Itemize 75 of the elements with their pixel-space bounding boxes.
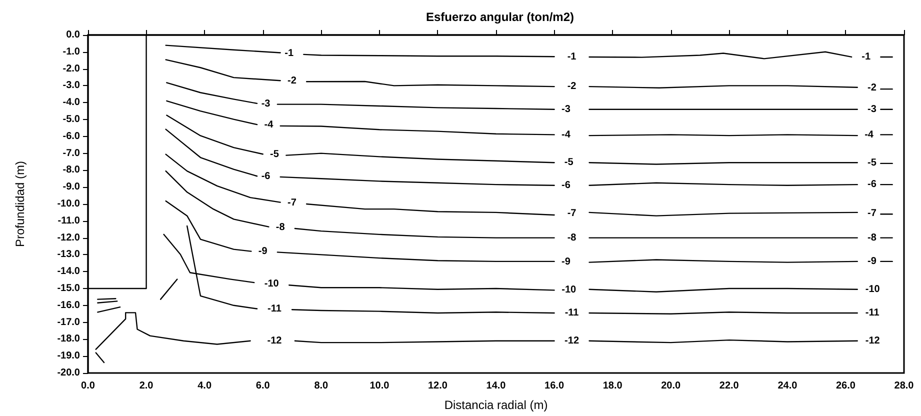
y-tick-label: -3.0 <box>62 80 80 92</box>
x-tick-label: 28.0 <box>894 380 914 392</box>
text: -11 <box>564 308 579 319</box>
x-tick-label: 26.0 <box>836 380 856 392</box>
text: -5 <box>564 157 574 168</box>
y-axis-title: Profundidad (m) <box>13 160 27 248</box>
y-tick-label: -20.0 <box>57 368 80 378</box>
y-tick-label: -9.0 <box>62 182 80 193</box>
series-label: -8 <box>867 232 877 244</box>
series-label: -2 <box>867 82 877 94</box>
series-label: -11 <box>865 308 880 319</box>
y-tick-label: -4.0 <box>62 97 80 108</box>
series-label: -12 <box>865 335 880 346</box>
y-tick-label: -15.0 <box>57 283 80 294</box>
y-tick-label: -12.0 <box>57 232 80 244</box>
text: -10 <box>865 284 880 295</box>
text: -11 <box>268 304 282 315</box>
y-tick-label: -10.0 <box>57 198 80 210</box>
series-label: -7 <box>867 208 877 219</box>
y-tick-label: -8.0 <box>62 164 80 176</box>
x-axis-title: Distancia radial (m) <box>444 398 548 412</box>
text: -6 <box>261 171 270 182</box>
series-label: -5 <box>867 158 877 169</box>
y-tick-label: -17.0 <box>57 316 80 328</box>
series-label: -10 <box>562 284 577 296</box>
x-tick-label: 20.0 <box>661 380 682 392</box>
x-tick-label: 6.0 <box>256 380 270 392</box>
text: -8 <box>276 222 285 234</box>
y-tick-label: -6.0 <box>62 130 80 142</box>
y-tick-label: -5.0 <box>62 114 80 125</box>
x-tick-label: 14.0 <box>486 380 506 392</box>
series-label: -1 <box>284 48 294 60</box>
x-tick-label: 0.0 <box>81 380 96 392</box>
y-tick-label: -1.0 <box>62 46 80 58</box>
series-label: -3 <box>867 104 877 115</box>
series-label: -9 <box>867 256 877 267</box>
text: -1 <box>862 51 871 62</box>
text: -2 <box>567 81 576 92</box>
text: -9 <box>561 256 570 268</box>
y-tick-label: -14.0 <box>57 266 80 278</box>
chart-title: Esfuerzo angular (ton/m2) <box>426 10 574 24</box>
y-tick-label: -18.0 <box>57 334 80 345</box>
text: -6 <box>561 180 570 191</box>
text: -7 <box>567 208 576 220</box>
text: -10 <box>264 278 279 290</box>
x-tick-label: 10.0 <box>370 380 390 392</box>
text: -9 <box>258 246 268 258</box>
text: -12 <box>267 335 282 346</box>
y-tick-label: -11.0 <box>58 215 80 226</box>
text: -4 <box>264 120 274 131</box>
x-tick-label: 18.0 <box>602 380 623 392</box>
y-tick-label: -19.0 <box>57 350 80 362</box>
text: -8 <box>567 232 576 244</box>
text: -12 <box>564 335 579 346</box>
series-label: -6 <box>867 179 877 190</box>
text: -7 <box>288 198 296 209</box>
x-tick-label: 4.0 <box>198 380 212 392</box>
text: -3 <box>561 104 570 115</box>
text: -5 <box>270 149 279 160</box>
text: -4 <box>561 130 570 141</box>
x-tick-label: 2.0 <box>139 380 154 392</box>
x-tick-label: 22.0 <box>719 380 740 392</box>
y-tick-label: -16.0 <box>57 300 80 311</box>
x-tick-label: 16.0 <box>544 380 564 392</box>
series-label: -4 <box>864 130 874 141</box>
x-tick-label: 12.0 <box>428 380 448 392</box>
text: -3 <box>261 98 270 110</box>
text: -2 <box>288 76 296 87</box>
text: -1 <box>567 51 576 62</box>
y-tick-label: -13.0 <box>57 249 80 260</box>
x-tick-label: 24.0 <box>778 380 798 392</box>
y-tick-label: 0.0 <box>66 30 80 40</box>
x-tick-label: 8.0 <box>314 380 329 392</box>
y-tick-label: -2.0 <box>62 63 80 74</box>
y-tick-label: -7.0 <box>62 148 80 159</box>
